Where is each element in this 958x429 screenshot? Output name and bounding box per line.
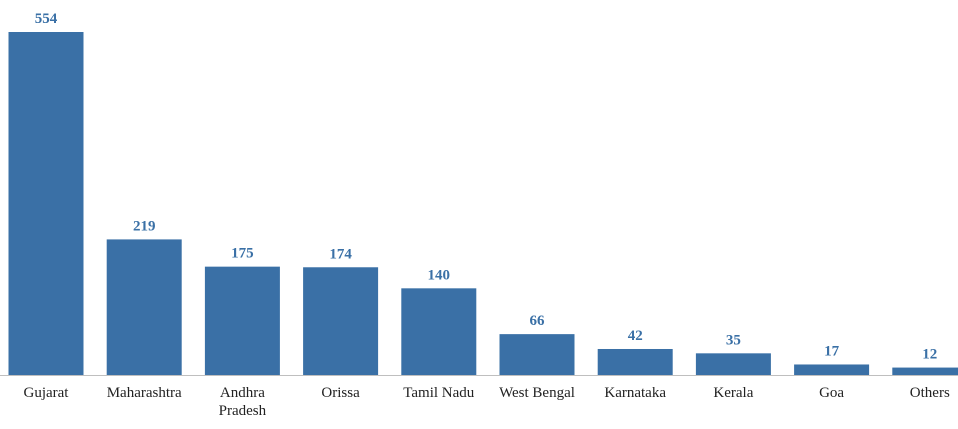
bar <box>8 32 84 375</box>
category-label: Kerala <box>713 385 754 401</box>
category-label: Orissa <box>321 385 360 401</box>
category-label: Karnataka <box>604 385 666 401</box>
value-label: 219 <box>133 218 156 234</box>
value-label: 17 <box>824 343 840 359</box>
value-label: 42 <box>628 328 643 344</box>
value-label: 174 <box>329 246 352 262</box>
value-label: 35 <box>726 332 741 348</box>
value-label: 140 <box>428 267 451 283</box>
bar <box>892 367 958 375</box>
category-label: Maharashtra <box>106 385 182 401</box>
category-label: Gujarat <box>23 385 69 401</box>
bar <box>204 266 280 375</box>
bar <box>401 288 477 375</box>
value-label: 12 <box>922 347 937 363</box>
value-label: 175 <box>231 246 254 262</box>
bar <box>303 267 379 375</box>
bar <box>695 353 771 375</box>
category-label: Others <box>909 385 950 401</box>
value-label: 66 <box>530 313 546 329</box>
category-label: Tamil Nadu <box>403 385 475 401</box>
category-label: Andhra Pradesh <box>218 385 267 419</box>
bar <box>794 364 870 375</box>
category-label: Goa <box>819 385 845 401</box>
bar <box>597 348 673 375</box>
value-label: 554 <box>35 11 58 27</box>
bar <box>106 239 182 375</box>
category-label: West Bengal <box>499 385 575 401</box>
bar <box>499 334 575 375</box>
